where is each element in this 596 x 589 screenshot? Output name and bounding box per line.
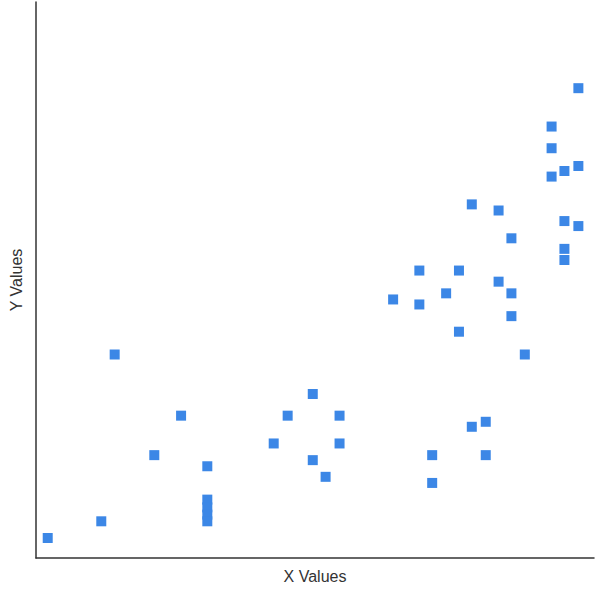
svg-text:Y Values: Y Values: [8, 249, 25, 312]
svg-text:X Values: X Values: [284, 568, 347, 585]
